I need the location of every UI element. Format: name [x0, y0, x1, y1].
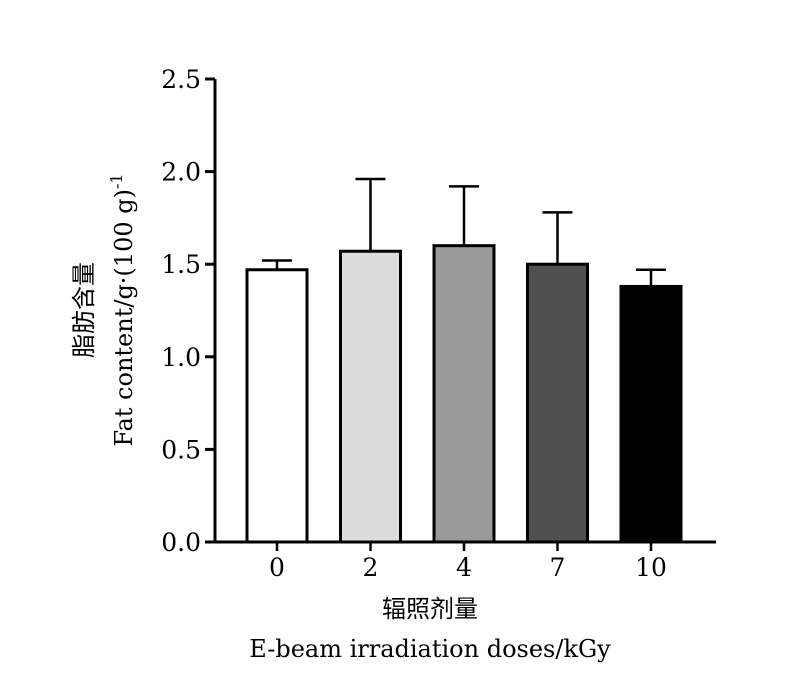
y-tick-label: 2.5: [161, 65, 201, 94]
y-tick-label: 2.0: [161, 158, 201, 187]
y-tick-label: 0.0: [161, 528, 201, 557]
y-axis-title-en: Fat content/g·(100 g)-1: [107, 173, 138, 446]
x-tick-label: 2: [363, 553, 379, 582]
y-axis-title-en-superscript: -1: [107, 173, 126, 189]
bar: [619, 284, 683, 544]
y-axis-title-cn: 脂肪含量: [70, 262, 98, 358]
error-bars-layer: [262, 177, 666, 287]
y-tick-label: 0.5: [161, 435, 201, 464]
bars-layer: [245, 244, 683, 544]
bar: [526, 262, 589, 544]
x-ticks-layer: 0 2 4 7 10: [269, 542, 667, 582]
y-tick-label: 1.5: [161, 250, 201, 279]
x-axis-title-en: E-beam irradiation doses/kGy: [249, 635, 611, 663]
x-tick-label: 7: [550, 553, 566, 582]
x-axis-title-cn: 辐照剂量: [382, 595, 478, 623]
bar: [245, 268, 309, 544]
x-tick-label: 4: [456, 553, 472, 582]
bar: [432, 244, 496, 544]
x-tick-label: 10: [635, 553, 667, 582]
y-tick-label: 1.0: [161, 343, 201, 372]
x-tick-label: 0: [269, 553, 285, 582]
bar: [339, 249, 402, 544]
y-ticks-layer: 0.0 0.5 1.0 1.5 2.0 2.5: [161, 65, 215, 557]
y-axis-title-en-main: Fat content/g·(100 g): [110, 189, 138, 447]
